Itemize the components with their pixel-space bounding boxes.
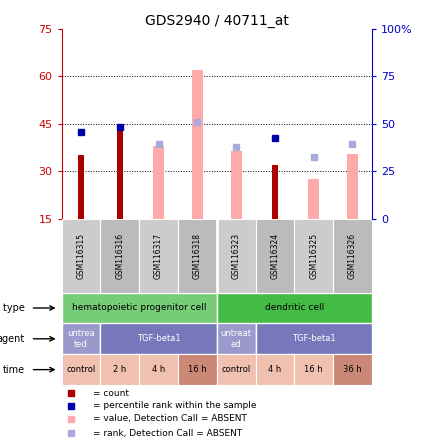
Bar bbox=[153, 146, 164, 218]
Text: = count: = count bbox=[93, 388, 129, 398]
Text: 16 h: 16 h bbox=[188, 365, 207, 374]
Text: TGF-beta1: TGF-beta1 bbox=[292, 334, 335, 343]
Bar bbox=[347, 154, 358, 218]
Bar bbox=[255, 218, 294, 293]
Text: GSM116323: GSM116323 bbox=[232, 233, 241, 278]
Text: GSM116316: GSM116316 bbox=[115, 233, 124, 278]
Text: agent: agent bbox=[0, 334, 24, 344]
Text: TGF-beta1: TGF-beta1 bbox=[137, 334, 180, 343]
Text: = percentile rank within the sample: = percentile rank within the sample bbox=[93, 401, 256, 410]
Text: GSM116318: GSM116318 bbox=[193, 233, 202, 278]
Bar bbox=[294, 354, 333, 385]
Text: untrea
ted: untrea ted bbox=[67, 329, 95, 349]
Text: control: control bbox=[221, 365, 251, 374]
Bar bbox=[178, 354, 217, 385]
Text: 16 h: 16 h bbox=[304, 365, 323, 374]
Bar bbox=[178, 218, 217, 293]
Text: time: time bbox=[2, 365, 24, 375]
Text: = rank, Detection Call = ABSENT: = rank, Detection Call = ABSENT bbox=[93, 428, 242, 437]
Bar bbox=[231, 151, 241, 218]
Bar bbox=[62, 323, 100, 354]
Bar bbox=[100, 218, 139, 293]
Text: 4 h: 4 h bbox=[268, 365, 281, 374]
Bar bbox=[255, 354, 294, 385]
Text: GSM116326: GSM116326 bbox=[348, 233, 357, 278]
Bar bbox=[217, 323, 255, 354]
Text: GSM116324: GSM116324 bbox=[270, 233, 279, 278]
Text: GSM116317: GSM116317 bbox=[154, 233, 163, 278]
Text: GSM116315: GSM116315 bbox=[76, 233, 85, 278]
Bar bbox=[117, 128, 123, 218]
Text: cell type: cell type bbox=[0, 303, 24, 313]
Bar bbox=[62, 218, 100, 293]
Bar bbox=[139, 218, 178, 293]
Text: 36 h: 36 h bbox=[343, 365, 362, 374]
Bar bbox=[272, 165, 278, 218]
Text: = value, Detection Call = ABSENT: = value, Detection Call = ABSENT bbox=[93, 414, 246, 423]
Text: control: control bbox=[66, 365, 96, 374]
Text: 4 h: 4 h bbox=[152, 365, 165, 374]
Bar bbox=[139, 354, 178, 385]
Text: GSM116325: GSM116325 bbox=[309, 233, 318, 278]
Bar bbox=[294, 218, 333, 293]
Bar bbox=[333, 218, 372, 293]
Bar bbox=[217, 218, 255, 293]
Text: 2 h: 2 h bbox=[113, 365, 126, 374]
Bar bbox=[217, 354, 255, 385]
Text: untreat
ed: untreat ed bbox=[221, 329, 252, 349]
Text: hematopoietic progenitor cell: hematopoietic progenitor cell bbox=[72, 304, 207, 313]
Bar bbox=[308, 179, 319, 218]
Title: GDS2940 / 40711_at: GDS2940 / 40711_at bbox=[145, 14, 289, 28]
Bar bbox=[62, 293, 217, 323]
Bar bbox=[62, 354, 100, 385]
Bar bbox=[100, 323, 217, 354]
Bar bbox=[192, 70, 203, 218]
Text: dendritic cell: dendritic cell bbox=[265, 304, 324, 313]
Bar bbox=[217, 293, 372, 323]
Bar bbox=[78, 155, 84, 218]
Bar bbox=[333, 354, 372, 385]
Bar bbox=[100, 354, 139, 385]
Bar bbox=[255, 323, 372, 354]
